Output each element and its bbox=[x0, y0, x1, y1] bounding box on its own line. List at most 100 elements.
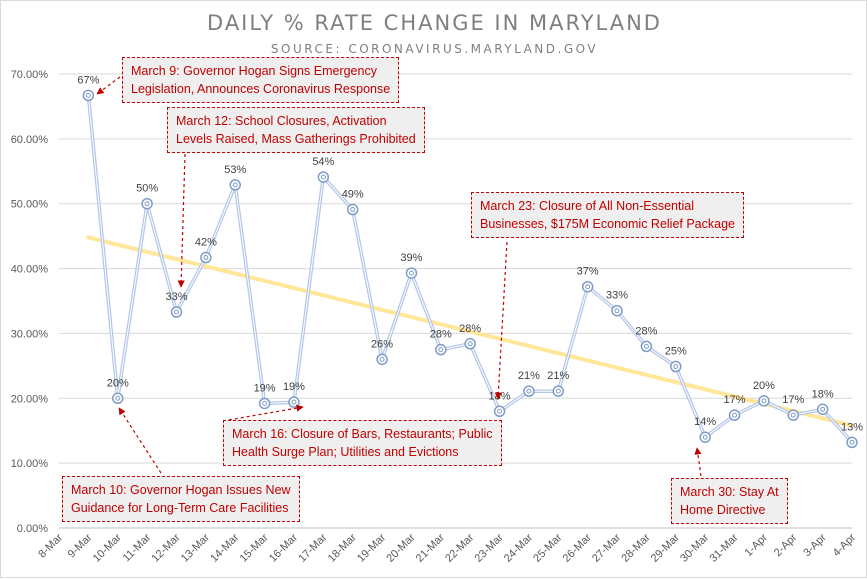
data-point bbox=[523, 385, 535, 397]
data-point-core bbox=[790, 412, 796, 418]
data-point bbox=[82, 89, 95, 102]
data-label: 33% bbox=[606, 290, 628, 302]
x-tick-label: 18-Mar bbox=[326, 531, 359, 564]
data-point bbox=[581, 280, 594, 293]
x-tick-label: 2-Apr bbox=[772, 531, 800, 559]
x-tick-label: 25-Mar bbox=[531, 531, 564, 564]
y-tick-label: 60.00% bbox=[11, 134, 49, 146]
x-tick-label: 28-Mar bbox=[619, 531, 652, 564]
annotation-line: Home Directive bbox=[680, 503, 766, 517]
data-point-core bbox=[555, 388, 561, 394]
annotation-march-10: March 10: Governor Hogan Issues New Guid… bbox=[62, 476, 300, 522]
data-point-core bbox=[585, 284, 591, 290]
annotation-arrow bbox=[96, 76, 121, 95]
y-tick-label: 30.00% bbox=[11, 328, 49, 340]
data-point bbox=[816, 403, 829, 416]
data-label: 28% bbox=[430, 329, 452, 341]
data-point-core bbox=[144, 201, 150, 207]
data-label: 20% bbox=[107, 377, 129, 389]
data-label: 50% bbox=[136, 183, 158, 195]
annotation-march-30: March 30: Stay At Home Directive bbox=[671, 478, 788, 524]
data-point-core bbox=[232, 182, 238, 188]
data-point bbox=[787, 409, 800, 421]
x-tick-label: 10-Mar bbox=[91, 531, 124, 564]
data-point-core bbox=[643, 343, 649, 349]
annotation-line: March 23: Closure of All Non-Essential bbox=[480, 199, 694, 213]
data-label: 18% bbox=[812, 388, 834, 400]
data-label: 26% bbox=[371, 338, 393, 350]
y-tick-label: 20.00% bbox=[11, 393, 49, 405]
annotation-line: March 12: School Closures, Activation bbox=[176, 114, 387, 128]
x-tick-label: 4-Apr bbox=[831, 531, 859, 559]
data-point bbox=[670, 360, 682, 373]
chart-title: DAILY % RATE CHANGE IN MARYLAND bbox=[207, 11, 662, 35]
x-tick-label: 17-Mar bbox=[296, 531, 329, 564]
annotation-line: Businesses, $175M Economic Relief Packag… bbox=[480, 217, 735, 231]
data-point-core bbox=[379, 356, 385, 362]
x-tick-label: 30-Mar bbox=[678, 531, 711, 564]
x-tick-label: 1-Apr bbox=[742, 531, 770, 559]
data-point bbox=[258, 397, 271, 410]
data-label: 17% bbox=[782, 394, 804, 406]
data-point bbox=[640, 340, 653, 353]
data-label: 39% bbox=[400, 252, 422, 264]
data-point-core bbox=[761, 398, 767, 404]
data-point-core bbox=[85, 92, 91, 98]
data-point bbox=[728, 409, 741, 421]
data-label: 42% bbox=[195, 237, 217, 249]
data-point bbox=[346, 203, 359, 216]
data-label: 18% bbox=[489, 390, 511, 402]
x-tick-label: 21-Mar bbox=[414, 531, 447, 564]
x-tick-label: 11-Mar bbox=[121, 531, 154, 564]
data-point bbox=[200, 251, 212, 264]
x-tick-label: 3-Apr bbox=[801, 531, 829, 559]
data-point-core bbox=[820, 406, 826, 412]
data-point bbox=[405, 267, 418, 279]
annotation-march-12: March 12: School Closures, Activation Le… bbox=[167, 107, 425, 153]
y-tick-label: 0.00% bbox=[17, 523, 48, 535]
data-point bbox=[170, 306, 183, 318]
data-point bbox=[288, 396, 300, 408]
data-label: 28% bbox=[459, 323, 481, 335]
data-label: 53% bbox=[224, 164, 246, 176]
annotation-march-23: March 23: Closure of All Non-Essential B… bbox=[471, 192, 744, 238]
data-point-core bbox=[849, 439, 855, 445]
y-tick-label: 40.00% bbox=[11, 264, 49, 276]
x-tick-label: 16-Mar bbox=[267, 531, 300, 564]
annotation-line: March 16: Closure of Bars, Restaurants; … bbox=[232, 427, 493, 441]
y-tick-label: 70.00% bbox=[11, 69, 49, 81]
data-label: 67% bbox=[77, 74, 99, 86]
annotation-arrow bbox=[694, 447, 702, 477]
data-label: 19% bbox=[283, 381, 305, 393]
data-point bbox=[758, 395, 770, 407]
data-point bbox=[229, 179, 241, 191]
x-tick-label: 22-Mar bbox=[443, 531, 476, 564]
data-label: 54% bbox=[312, 156, 334, 168]
x-tick-label: 13-Mar bbox=[179, 531, 212, 564]
annotation-line: Legislation, Announces Coronavirus Respo… bbox=[131, 82, 391, 96]
annotation-march-9: March 9: Governor Hogan Signs Emergency … bbox=[122, 57, 400, 103]
trendline bbox=[86, 235, 854, 428]
data-point bbox=[493, 405, 506, 418]
x-tick-label: 24-Mar bbox=[502, 531, 535, 564]
data-point-core bbox=[262, 400, 268, 406]
data-point bbox=[464, 338, 476, 350]
x-tick-label: 8-Mar bbox=[36, 531, 65, 560]
data-point-core bbox=[115, 395, 121, 401]
data-label: 25% bbox=[665, 346, 687, 358]
data-point bbox=[376, 353, 388, 366]
data-point bbox=[317, 171, 330, 183]
x-tick-label: 23-Mar bbox=[473, 531, 506, 564]
annotation-line: March 10: Governor Hogan Issues New bbox=[71, 483, 291, 497]
data-point-core bbox=[203, 255, 209, 261]
annotation-arrow bbox=[222, 404, 304, 422]
annotation-line: Guidance for Long-Term Care Facilities bbox=[71, 501, 289, 515]
annotation-line: Levels Raised, Mass Gatherings Prohibite… bbox=[176, 132, 416, 146]
x-tick-label: 20-Mar bbox=[384, 531, 417, 564]
data-label: 13% bbox=[841, 421, 863, 433]
data-label: 17% bbox=[724, 394, 746, 406]
data-point-core bbox=[732, 412, 738, 418]
data-point-core bbox=[438, 347, 444, 353]
data-point-core bbox=[614, 308, 620, 314]
